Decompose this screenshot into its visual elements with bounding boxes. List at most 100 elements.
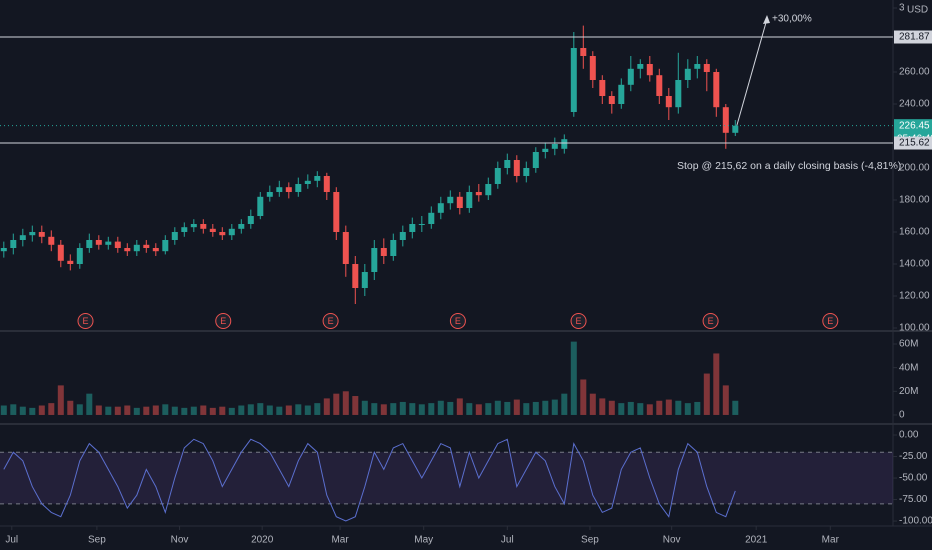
currency-box	[904, 3, 930, 16]
volume-bar	[209, 407, 216, 415]
candle-body	[114, 241, 121, 248]
candle-body	[67, 260, 74, 264]
volume-bar	[67, 400, 74, 415]
oscillator-line	[3, 438, 736, 522]
earnings-label: E	[82, 316, 88, 326]
volume-bar	[0, 405, 7, 415]
candle-body	[295, 184, 302, 192]
volume-bar	[29, 407, 36, 415]
candle-body	[29, 232, 36, 236]
candle-body	[304, 180, 311, 184]
y-tick-label: 20M	[899, 386, 918, 397]
candle-body	[124, 248, 131, 252]
candle-body	[209, 228, 216, 232]
volume-bar	[10, 404, 17, 415]
candle-body	[722, 107, 729, 133]
candle-body	[171, 232, 178, 240]
candle-body	[428, 212, 435, 224]
volume-bar	[285, 405, 292, 415]
volume-bar	[105, 406, 112, 415]
volume-bar	[732, 400, 739, 415]
candle-body	[570, 48, 577, 112]
volume-bar	[589, 393, 596, 415]
y-tick-label: 0.00	[899, 430, 919, 441]
volume-bar	[38, 405, 45, 415]
volume-bar	[713, 353, 720, 415]
earnings-marker	[77, 313, 94, 329]
volume-bar	[703, 373, 710, 415]
volume-bar	[152, 405, 159, 415]
volume-bar	[266, 405, 273, 415]
volume-bar	[722, 385, 729, 415]
volume-bar	[494, 400, 501, 415]
volume-bar	[133, 407, 140, 415]
candle-body	[532, 152, 539, 168]
volume-bar	[371, 403, 378, 415]
price-label: 281.87	[899, 32, 930, 43]
price-label-box	[894, 136, 932, 150]
candle-body	[247, 216, 254, 224]
candle-body	[437, 203, 444, 213]
candle-body	[342, 232, 349, 264]
volume-bar	[409, 403, 416, 415]
candle-body	[257, 196, 264, 216]
volume-bar	[181, 407, 188, 415]
volume-bar	[257, 403, 264, 415]
volume-bar	[561, 393, 568, 415]
candle-body	[162, 240, 169, 252]
volume-bar	[143, 406, 150, 415]
volume-bar	[86, 393, 93, 415]
candle-body	[646, 64, 653, 76]
candle-body	[732, 125, 739, 133]
volume-bar	[76, 404, 83, 415]
candle-body	[523, 168, 530, 176]
volume-bar	[19, 406, 26, 415]
y-tick-label: 120.00	[899, 291, 930, 302]
currency-label: USD	[907, 5, 928, 16]
candle-body	[694, 64, 701, 69]
volume-bar	[475, 404, 482, 415]
candle-body	[675, 80, 682, 108]
projection-arrow	[734, 18, 768, 133]
volume-bar	[618, 403, 625, 415]
earnings-marker	[702, 313, 719, 329]
price-label: 215.62	[899, 138, 930, 149]
volume-bar	[276, 406, 283, 415]
candle-body	[627, 68, 634, 85]
candle-body	[266, 192, 273, 197]
candle-body	[684, 68, 691, 80]
volume-bar	[171, 406, 178, 415]
volume-bar	[380, 404, 387, 415]
volume-bar	[114, 406, 121, 415]
x-tick-label: Jul	[501, 535, 514, 546]
y-tick-label: -50.00	[899, 473, 928, 484]
volume-bar	[694, 401, 701, 415]
target-annotation: +30,00%	[772, 14, 812, 25]
x-tick-label: Jul	[5, 535, 18, 546]
volume-bar	[675, 400, 682, 415]
x-tick-label: Sep	[88, 535, 106, 546]
candle-body	[409, 224, 416, 232]
candle-body	[380, 248, 387, 256]
volume-bar	[361, 400, 368, 415]
volume-bar	[580, 379, 587, 415]
y-tick-label: 60M	[899, 339, 918, 350]
y-tick-label: 100.00	[899, 323, 930, 334]
volume-bar	[504, 401, 511, 415]
candle-body	[618, 84, 625, 104]
arrow-head	[763, 15, 770, 24]
candle-body	[561, 139, 568, 149]
candle-body	[76, 248, 83, 264]
y-tick-label: 180.00	[899, 195, 930, 206]
volume-bar	[599, 398, 606, 415]
x-tick-label: Mar	[822, 535, 840, 546]
volume-bar	[228, 407, 235, 415]
candle-body	[665, 96, 672, 108]
volume-bar	[646, 404, 653, 415]
earnings-marker	[449, 313, 466, 329]
y-tick-label: -75.00	[899, 494, 928, 505]
volume-bar	[342, 391, 349, 415]
candle-body	[352, 264, 359, 288]
